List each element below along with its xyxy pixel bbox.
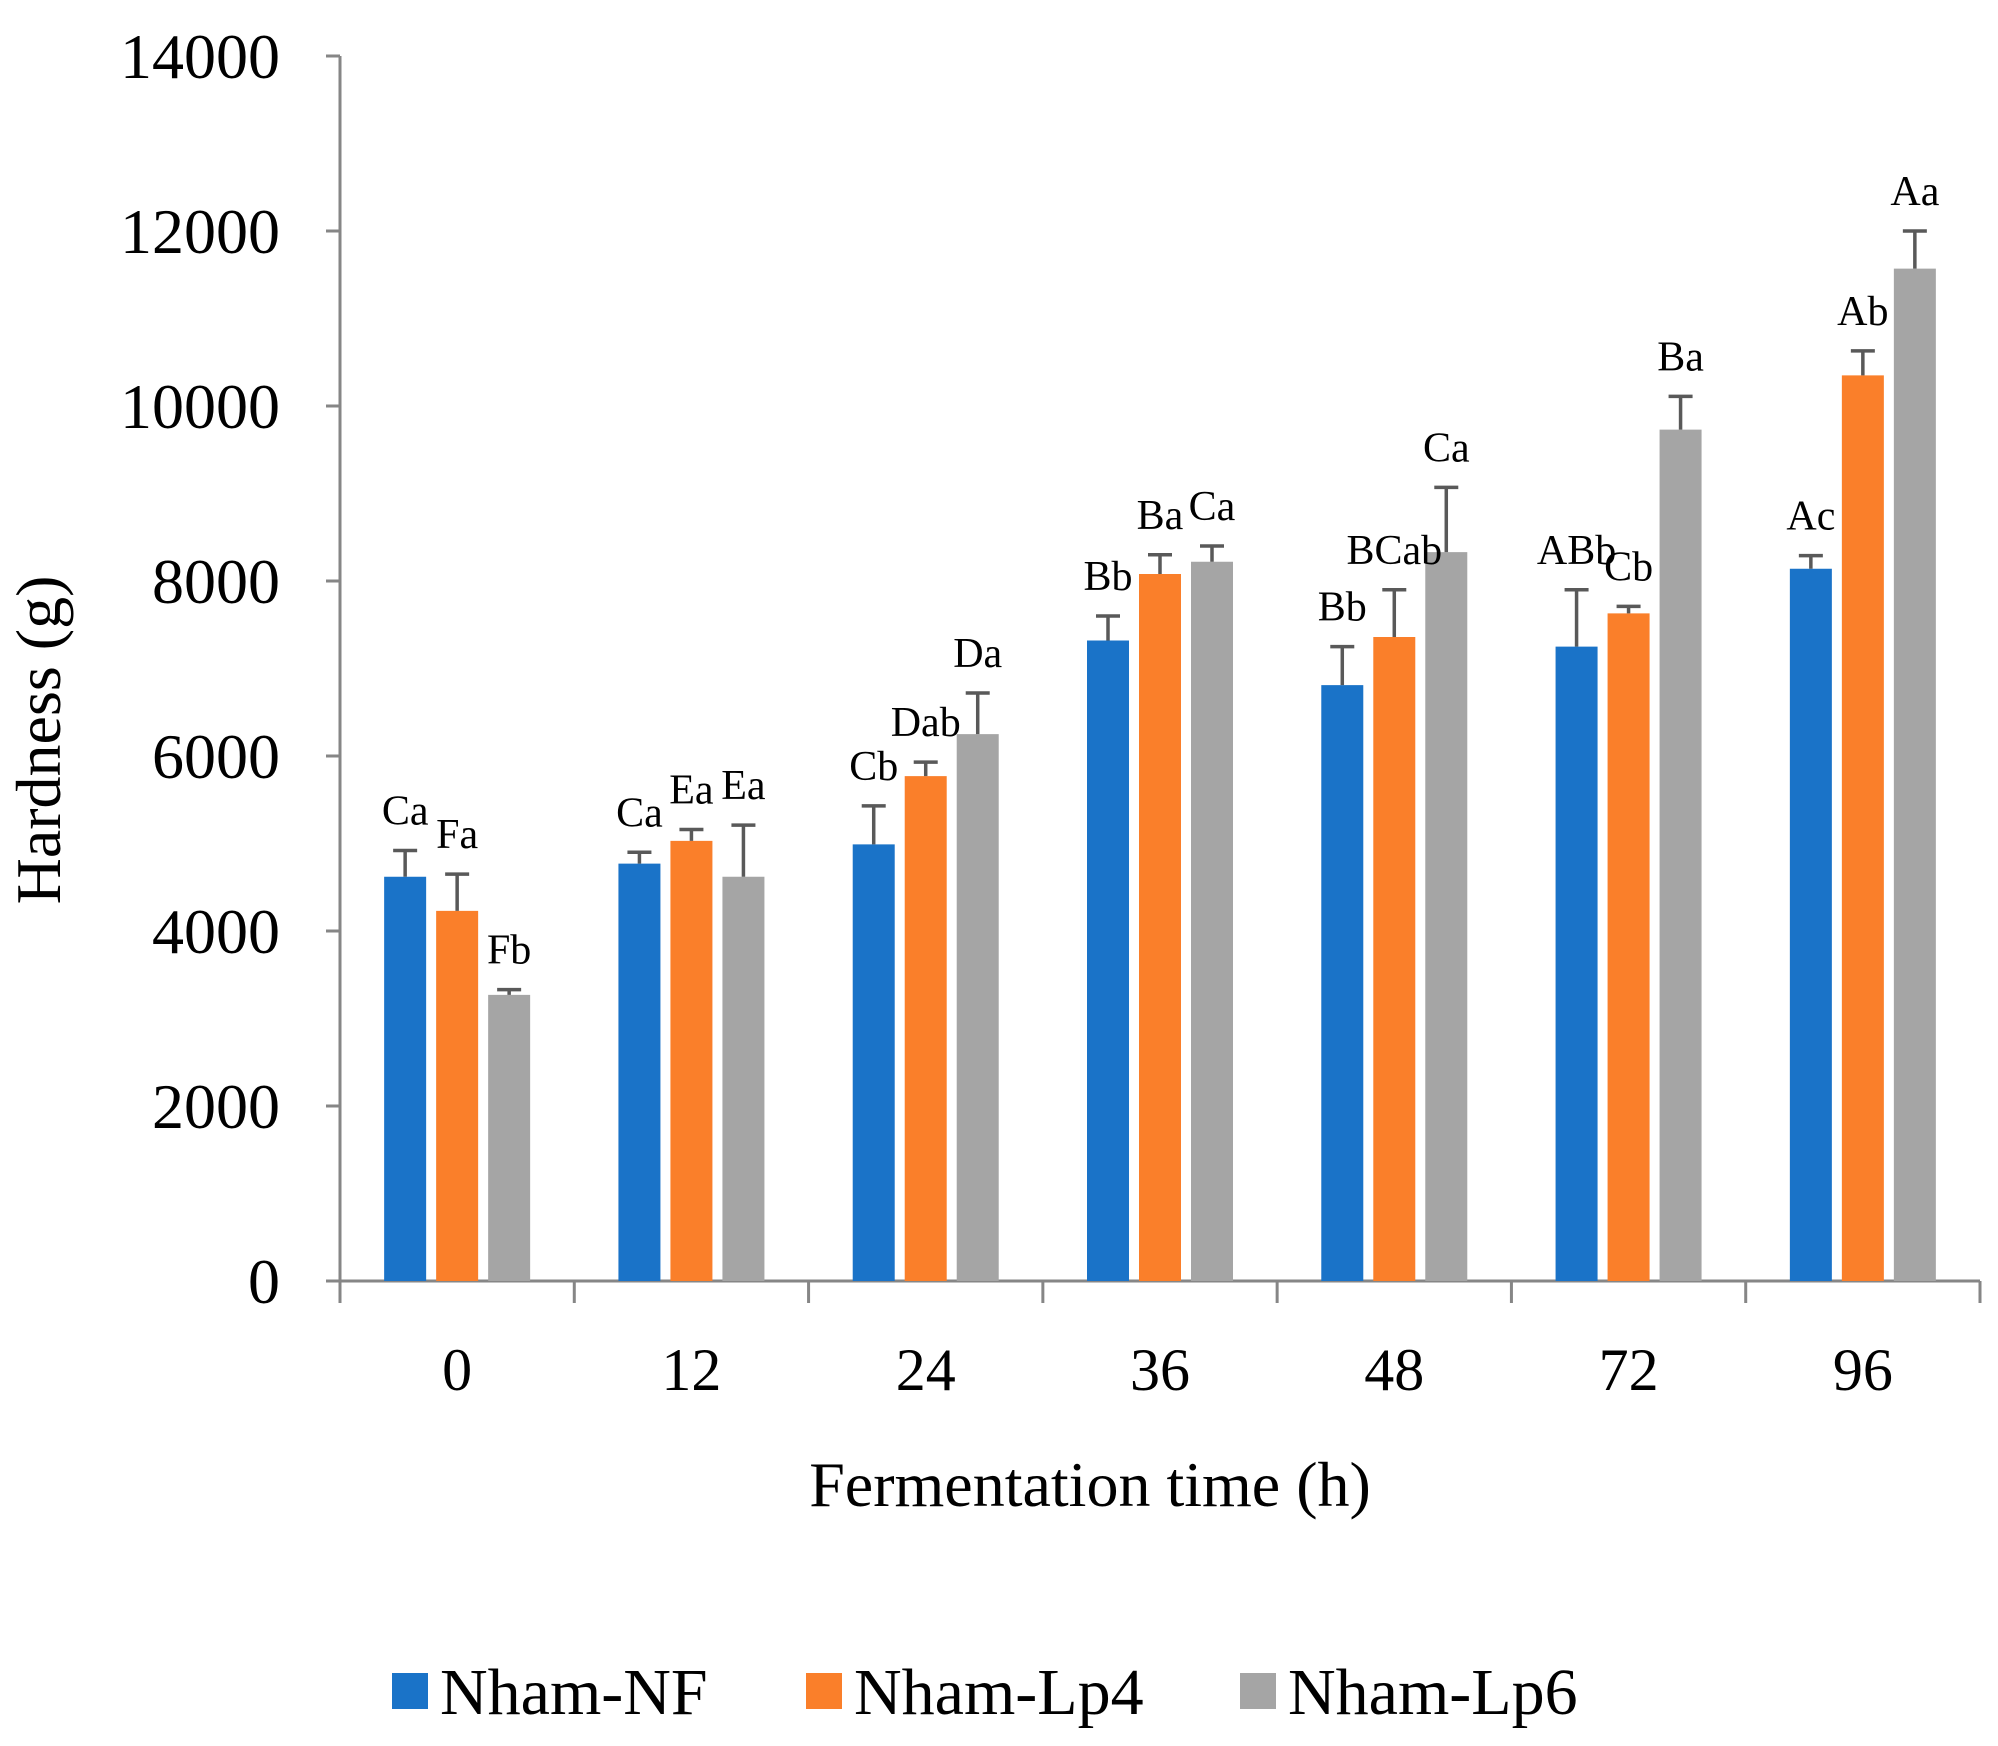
bar-nham-lp6-72h xyxy=(1659,429,1702,1281)
legend-swatch-nham-nf xyxy=(392,1673,428,1709)
bar-nham-nf-48h xyxy=(1321,685,1364,1281)
bar-nham-lp6-48h xyxy=(1425,552,1468,1281)
y-tick-label: 10000 xyxy=(120,371,280,442)
bar-nham-lp4-36h xyxy=(1139,574,1181,1281)
bar-nham-lp4-0h xyxy=(436,910,479,1281)
significance-label: Ac xyxy=(1786,494,1835,540)
y-tick-label: 4000 xyxy=(152,896,280,967)
y-tick-label: 6000 xyxy=(152,721,280,792)
legend-label-nham-nf: Nham-NF xyxy=(440,1656,708,1729)
bar-nham-nf-24h xyxy=(852,844,895,1281)
significance-label: Ca xyxy=(1189,484,1236,530)
significance-label: Ea xyxy=(721,763,766,809)
legend-label-nham-lp4: Nham-Lp4 xyxy=(854,1656,1144,1729)
bar-nham-lp4-72h xyxy=(1607,613,1650,1281)
y-tick-label: 0 xyxy=(248,1246,280,1317)
legend: Nham-NF Nham-Lp4 Nham-Lp6 xyxy=(392,1656,1578,1729)
significance-label: BCab xyxy=(1346,528,1442,574)
bar-nham-lp4-96h xyxy=(1841,375,1884,1281)
significance-label: Bb xyxy=(1318,585,1367,631)
x-tick-label: 96 xyxy=(1833,1337,1893,1403)
significance-label: Da xyxy=(953,631,1002,677)
x-tick-label: 12 xyxy=(661,1337,721,1403)
bar-nham-lp4-12h xyxy=(670,840,713,1281)
y-axis-title: Hardness (g) xyxy=(3,576,74,905)
significance-label: Cb xyxy=(1604,544,1653,590)
y-tick-label: 8000 xyxy=(152,546,280,617)
significance-label: Ba xyxy=(1657,334,1704,380)
significance-label: Ca xyxy=(616,790,663,836)
bar-nham-nf-72h xyxy=(1555,646,1598,1281)
bar-nham-lp6-0h xyxy=(488,994,531,1281)
y-tick-label: 14000 xyxy=(120,21,280,92)
bar-nham-lp6-36h xyxy=(1191,561,1233,1281)
x-tick-label: 0 xyxy=(442,1337,472,1403)
bar-nham-nf-0h xyxy=(384,876,427,1281)
bar-nham-lp6-24h xyxy=(956,734,999,1281)
significance-label: Fb xyxy=(487,928,531,974)
x-axis-title: Fermentation time (h) xyxy=(809,1449,1371,1520)
bar-series xyxy=(384,268,1936,1281)
x-tick-label: 72 xyxy=(1599,1337,1659,1403)
x-axis: 0 12 24 36 48 72 96 xyxy=(338,1279,1982,1403)
x-tick-label: 24 xyxy=(896,1337,956,1403)
significance-label: Dab xyxy=(891,700,961,746)
significance-label: Cb xyxy=(849,744,898,790)
bar-nham-nf-96h xyxy=(1789,568,1832,1281)
x-tick-label: 36 xyxy=(1130,1337,1190,1403)
significance-label: Ca xyxy=(382,789,429,835)
significance-label: Bb xyxy=(1083,554,1132,600)
bar-nham-lp6-96h xyxy=(1893,268,1936,1281)
bar-nham-lp4-24h xyxy=(904,776,947,1281)
significance-label: Aa xyxy=(1890,169,1939,215)
y-tick-label: 12000 xyxy=(120,196,280,267)
significance-label: Fa xyxy=(436,812,478,858)
legend-swatch-nham-lp4 xyxy=(806,1673,842,1709)
legend-swatch-nham-lp6 xyxy=(1240,1673,1276,1709)
bar-nham-lp4-48h xyxy=(1373,637,1416,1281)
y-tick-label: 2000 xyxy=(152,1071,280,1142)
significance-labels: Ca Ca Cb Bb Bb ABb Ac Fa Ea Dab Ba BCab Cb Ab Fb Ea Da Ca… xyxy=(382,169,1940,974)
significance-label: Ba xyxy=(1137,493,1184,539)
significance-label: ABb xyxy=(1537,528,1616,574)
bar-nham-nf-12h xyxy=(618,863,661,1281)
x-tick-label: 48 xyxy=(1364,1337,1424,1403)
significance-label: Ea xyxy=(669,768,714,814)
legend-label-nham-lp6: Nham-Lp6 xyxy=(1288,1656,1578,1729)
significance-label: Ca xyxy=(1423,425,1470,471)
bar-nham-nf-36h xyxy=(1087,640,1129,1281)
y-axis: 0 2000 4000 6000 8000 10000 12000 14000 xyxy=(120,21,342,1317)
significance-label: Ab xyxy=(1837,289,1888,335)
bar-nham-lp6-12h xyxy=(722,876,765,1281)
error-bars xyxy=(393,229,1927,995)
